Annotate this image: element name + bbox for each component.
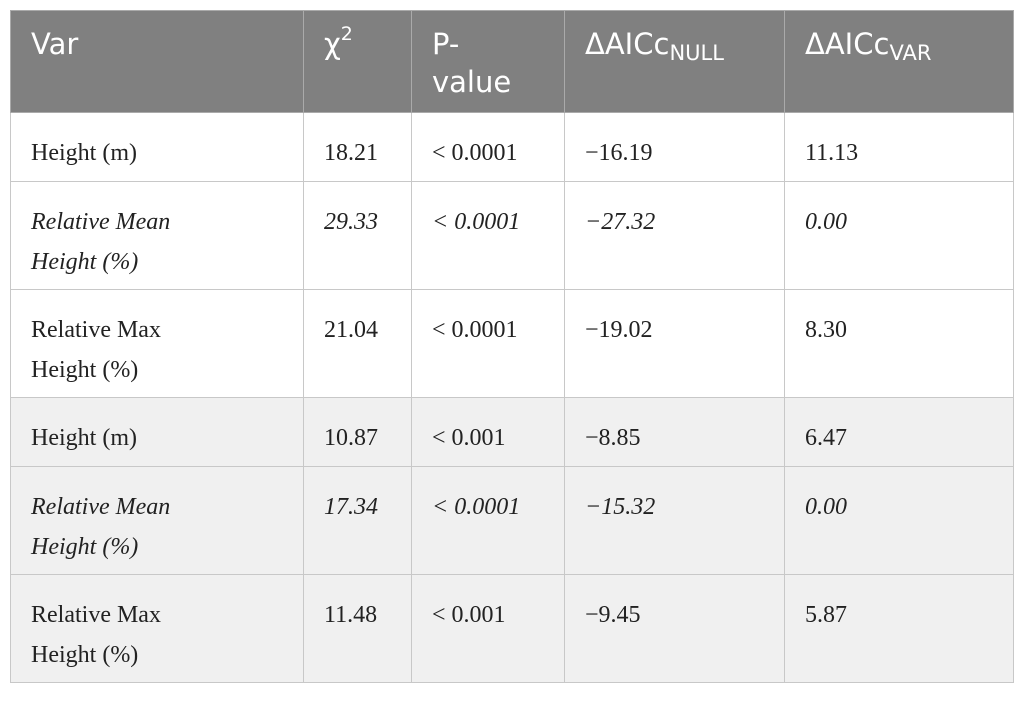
cell-text: < 0.0001 — [432, 209, 521, 235]
header-cell: ΔAICcVAR — [784, 10, 1014, 113]
cell-text: −16.19 — [585, 140, 653, 166]
header-row: Var χ2 P-value ΔAICcNULL ΔAICcVAR — [10, 10, 1014, 113]
cell-text: 18.21 — [324, 140, 378, 166]
value-cell: 11.48 — [303, 574, 412, 683]
value-cell: 8.30 — [784, 289, 1014, 398]
cell-text: −9.45 — [585, 602, 641, 628]
cell-text: Height (m) — [31, 140, 137, 166]
cell-text: 11.13 — [805, 140, 859, 166]
value-cell: 6.47 — [784, 397, 1014, 467]
variable-cell: Relative Mean Height (%) — [10, 181, 304, 290]
cell-text: 21.04 — [324, 317, 378, 343]
value-cell: 18.21 — [303, 112, 412, 182]
value-cell: < 0.001 — [411, 397, 565, 467]
cell-text: −19.02 — [585, 317, 653, 343]
value-cell: −19.02 — [564, 289, 785, 398]
cell-text: < 0.0001 — [432, 494, 521, 520]
cell-text: 10.87 — [324, 425, 378, 451]
value-cell: 21.04 — [303, 289, 412, 398]
header-text: ΔAICcVAR — [805, 27, 932, 65]
header-subscript: NULL — [669, 41, 724, 65]
value-cell: 0.00 — [784, 466, 1014, 575]
header-superscript: 2 — [340, 23, 353, 45]
value-cell: −16.19 — [564, 112, 785, 182]
variable-cell: Relative Max Height (%) — [10, 289, 304, 398]
cell-text: 6.47 — [805, 425, 847, 451]
variable-cell: Height (m) — [10, 397, 304, 467]
table-row: Relative Max Height (%) 11.48 < 0.001 −9.45… — [10, 574, 1014, 683]
value-cell: < 0.0001 — [411, 181, 565, 290]
table-row: Relative Mean Height (%) 17.34 < 0.0001 −15… — [10, 466, 1014, 575]
header-text: Var — [31, 27, 79, 61]
value-cell: 10.87 — [303, 397, 412, 467]
table-wrap: Var χ2 P-value ΔAICcNULL ΔAICcVAR Height (m)… — [10, 10, 1014, 683]
header-cell: P-value — [411, 10, 565, 113]
variable-cell: Relative Mean Height (%) — [10, 466, 304, 575]
cell-text: −8.85 — [585, 425, 641, 451]
value-cell: < 0.0001 — [411, 112, 565, 182]
cell-text: < 0.001 — [432, 425, 506, 451]
value-cell: 0.00 — [784, 181, 1014, 290]
data-table: Var χ2 P-value ΔAICcNULL ΔAICcVAR Height (m)… — [10, 10, 1014, 683]
cell-text: −15.32 — [585, 494, 656, 520]
value-cell: 5.87 — [784, 574, 1014, 683]
cell-text: 29.33 — [324, 209, 378, 235]
value-cell: −15.32 — [564, 466, 785, 575]
value-cell: −9.45 — [564, 574, 785, 683]
table-row: Height (m) 18.21 < 0.0001 −16.19 11.13 — [10, 112, 1014, 182]
value-cell: 29.33 — [303, 181, 412, 290]
header-cell: Var — [10, 10, 304, 113]
table-row: Height (m) 10.87 < 0.001 −8.85 6.47 — [10, 397, 1014, 467]
cell-text: 5.87 — [805, 602, 847, 628]
cell-text: < 0.0001 — [432, 317, 518, 343]
header-cell: ΔAICcNULL — [564, 10, 785, 113]
table-row: Relative Mean Height (%) 29.33 < 0.0001 −27… — [10, 181, 1014, 290]
header-text: ΔAICcNULL — [585, 27, 724, 65]
value-cell: < 0.0001 — [411, 289, 565, 398]
cell-text: < 0.0001 — [432, 140, 518, 166]
cell-text: 11.48 — [324, 602, 378, 628]
value-cell: 11.13 — [784, 112, 1014, 182]
cell-text: < 0.001 — [432, 602, 506, 628]
cell-text: Relative Mean Height (%) — [31, 209, 171, 275]
header-cell: χ2 — [303, 10, 412, 113]
cell-text: Relative Max Height (%) — [31, 602, 161, 668]
header-subscript: VAR — [889, 41, 932, 65]
cell-text: 17.34 — [324, 494, 378, 520]
variable-cell: Height (m) — [10, 112, 304, 182]
value-cell: < 0.001 — [411, 574, 565, 683]
cell-text: 0.00 — [805, 209, 847, 235]
value-cell: < 0.0001 — [411, 466, 565, 575]
table-row: Relative Max Height (%) 21.04 < 0.0001 −19.… — [10, 289, 1014, 398]
table-body: Height (m) 18.21 < 0.0001 −16.19 11.13 Relati… — [10, 112, 1014, 683]
value-cell: −8.85 — [564, 397, 785, 467]
variable-cell: Relative Max Height (%) — [10, 574, 304, 683]
value-cell: −27.32 — [564, 181, 785, 290]
header-text: P-value — [432, 27, 512, 99]
cell-text: Height (m) — [31, 425, 137, 451]
cell-text: Relative Mean Height (%) — [31, 494, 171, 560]
cell-text: −27.32 — [585, 209, 656, 235]
cell-text: 0.00 — [805, 494, 847, 520]
value-cell: 17.34 — [303, 466, 412, 575]
header-text: χ2 — [324, 23, 353, 62]
cell-text: Relative Max Height (%) — [31, 317, 161, 383]
cell-text: 8.30 — [805, 317, 847, 343]
